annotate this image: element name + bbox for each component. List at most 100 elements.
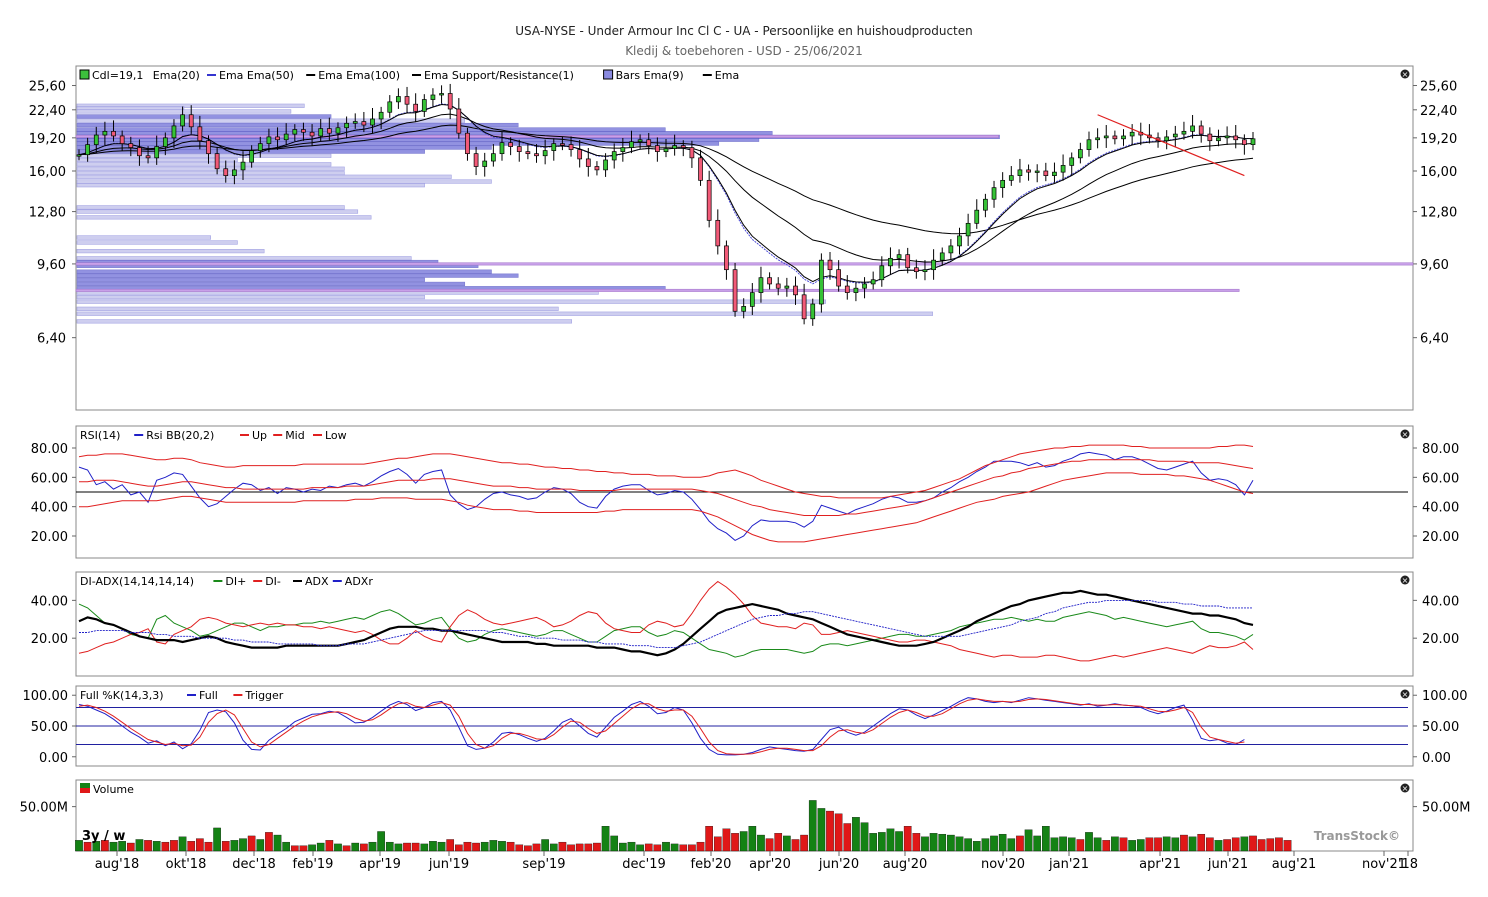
price-legend-item: Ema Ema(100) — [318, 69, 400, 82]
candle-body — [188, 114, 194, 128]
volume-bar — [118, 841, 126, 852]
candle-body — [629, 141, 634, 148]
volume-bar — [981, 838, 990, 852]
rsi-y-tick-label: 80.00 — [31, 442, 68, 457]
price-y-tick-label: 9,60 — [37, 258, 66, 273]
candle-body — [810, 303, 816, 320]
candle-body — [749, 292, 755, 307]
volume-bar — [731, 833, 739, 852]
volume-profile-bar — [76, 209, 359, 214]
candle-body — [232, 169, 237, 176]
volume-profile-bar — [76, 277, 425, 282]
adx-series-adxr — [79, 599, 1253, 649]
candle-body — [741, 306, 747, 312]
volume-bar — [342, 845, 351, 852]
adx-y-tick-label: 20.00 — [1422, 632, 1459, 647]
support-resistance-line — [75, 288, 1240, 292]
volume-bar — [273, 834, 282, 852]
volume-bar — [385, 841, 394, 852]
candle-body — [465, 132, 470, 155]
volume-bar — [601, 826, 610, 852]
price-legend-item: Ema(20) — [153, 69, 200, 82]
volume-bar — [1171, 837, 1180, 852]
candle-body — [827, 259, 833, 271]
price-legend-item: Bars Ema(9) — [616, 69, 684, 82]
candle-body — [516, 146, 522, 152]
volume-bar — [567, 844, 575, 852]
volume-profile-bar — [76, 109, 292, 114]
x-tick-label: jun'19 — [428, 857, 469, 872]
volume-y-tick-label: 50.00M — [20, 801, 68, 816]
volume-bar — [662, 841, 670, 852]
candle-body — [784, 285, 790, 289]
support-resistance-line — [75, 262, 1414, 266]
volume-bar — [869, 833, 877, 852]
candle-body — [102, 130, 108, 136]
volume-bar — [921, 836, 929, 852]
x-tick-label: nov'20 — [981, 857, 1025, 872]
volume-bar — [826, 810, 834, 852]
x-tick-label: nov'21 — [1362, 857, 1406, 872]
volume-bar — [1128, 840, 1136, 852]
candle-body — [542, 150, 548, 157]
rsi-legend-item: Mid — [285, 429, 305, 442]
close-icon-glyph: × — [1402, 784, 1409, 793]
candle-body — [767, 277, 772, 285]
stoch-y-tick-label: 50.00 — [1422, 720, 1459, 735]
volume-bar — [800, 834, 808, 852]
volume-bar — [541, 839, 549, 852]
candle-body — [439, 93, 444, 96]
candle-body — [326, 128, 332, 134]
volume-bar — [877, 832, 886, 852]
volume-bar — [636, 844, 644, 852]
volume-bar — [1111, 836, 1119, 852]
candle-body — [1086, 139, 1092, 150]
period-label: 3y / w — [82, 829, 125, 844]
x-tick-label: apr'19 — [359, 857, 401, 872]
candle-body — [862, 283, 867, 289]
x-tick-label: dec'19 — [622, 857, 666, 872]
volume-bar — [506, 841, 515, 852]
volume-legend-swatch — [80, 783, 90, 788]
rsi-y-tick-label: 20.00 — [1422, 530, 1459, 545]
candle-body — [1017, 169, 1023, 176]
candle-body — [473, 153, 479, 167]
candle-body — [456, 108, 462, 134]
rsi-series-up — [78, 444, 1254, 499]
volume-bar — [213, 827, 221, 852]
candle-body — [1129, 131, 1135, 137]
candle-body — [413, 103, 419, 112]
close-icon-glyph: × — [1402, 430, 1409, 439]
candle-body — [404, 96, 410, 105]
volume-bar — [187, 841, 196, 852]
volume-bar — [653, 844, 662, 852]
candle-body — [197, 126, 203, 142]
volume-bar — [351, 842, 360, 852]
volume-bar — [230, 840, 239, 852]
adx-y-tick-label: 40.00 — [31, 594, 68, 609]
candle-body — [396, 96, 401, 103]
volume-bar — [1275, 837, 1283, 852]
price-legend-item: Ema Ema(50) — [219, 69, 294, 82]
volume-bar — [1016, 835, 1024, 852]
volume-bar — [696, 841, 705, 852]
candle-body — [249, 150, 254, 163]
candle-body — [793, 285, 798, 296]
candle-body — [335, 127, 341, 134]
candle-body — [974, 209, 980, 224]
candle-body — [680, 145, 686, 148]
stoch-legend-item: Full — [199, 689, 218, 702]
volume-bar — [1231, 837, 1240, 852]
volume-bar — [455, 844, 463, 852]
candle-body — [283, 133, 289, 141]
volume-bar — [886, 828, 895, 852]
candle-body — [1026, 169, 1031, 173]
volume-bar — [972, 841, 981, 852]
price-y-tick-label: 6,40 — [1420, 332, 1449, 347]
volume-profile-bar — [76, 179, 492, 184]
candle-body — [957, 235, 962, 247]
volume-bar — [1257, 839, 1266, 852]
volume-bar — [990, 835, 998, 852]
candle-body — [560, 143, 565, 146]
candle-body — [85, 144, 90, 156]
